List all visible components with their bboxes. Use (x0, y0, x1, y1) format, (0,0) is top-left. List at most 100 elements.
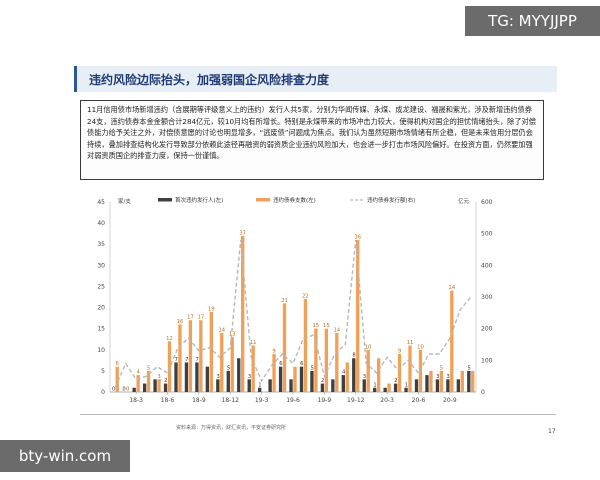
x-tick-label: 20-9 (443, 397, 457, 404)
bar-issuers (299, 366, 304, 392)
bar-issuers (425, 375, 429, 392)
y-left-tick-label: 40 (97, 220, 105, 227)
data-label-bonds: 16 (177, 319, 184, 325)
bar-bonds (167, 341, 172, 392)
bar-bonds (282, 303, 287, 392)
bar-issuers (247, 379, 251, 392)
source-note: 资料来源：万得资讯，财汇资讯，平安证券研究所 (176, 425, 287, 431)
data-label-bonds: 4 (136, 370, 140, 376)
data-label-issuers: 3 (248, 374, 251, 380)
section-title: 违约风险边际抬头，加强弱国企风险排查力度 (89, 73, 330, 87)
bar-issuers (237, 358, 241, 392)
data-label-issuers: 3 (447, 374, 450, 380)
data-label-issuers: 6 (300, 361, 303, 367)
data-label-issuers: 5 (227, 365, 230, 371)
y-left-unit: 家/支 (118, 197, 131, 205)
bar-issuers (456, 379, 461, 392)
bar-issuers (373, 387, 377, 392)
bar-bonds (376, 358, 381, 392)
data-label-bonds: 19 (208, 306, 215, 312)
data-label-issuers: 7 (175, 357, 178, 363)
bar-issuers (341, 375, 345, 392)
data-label-bonds: 9 (398, 349, 401, 355)
bar-bonds (303, 299, 308, 392)
bar-issuers (216, 379, 220, 392)
y-right-tick-label: 400 (481, 262, 493, 269)
bar-bonds (345, 362, 349, 392)
y-left-tick-label: 30 (97, 262, 105, 269)
data-label-issuers: 5 (467, 365, 470, 371)
x-tick-label: 20-6 (412, 397, 426, 404)
bar-issuers (174, 362, 178, 392)
y-right-tick-label: 0 (481, 389, 485, 396)
bar-bonds (178, 324, 182, 392)
data-label-issuers: 2 (321, 378, 324, 384)
data-label-bonds: 3 (157, 374, 160, 380)
bar-bonds (314, 328, 318, 392)
legend-label-amount: 违约债券发行额(右) (367, 196, 415, 204)
bar-issuers (435, 379, 440, 392)
bar-issuers (205, 366, 210, 392)
bar-issuers (362, 379, 366, 392)
bar-bonds (272, 354, 276, 392)
y-right-tick-label: 200 (481, 326, 493, 333)
y-right-tick-label: 100 (481, 357, 493, 364)
bar-bonds (146, 370, 151, 392)
bar-bonds (241, 235, 245, 392)
data-label-bonds: 10 (417, 344, 424, 350)
bar-bonds (460, 370, 464, 392)
x-tick-label: 19-12 (347, 397, 365, 404)
bar-bonds (418, 349, 423, 392)
data-label-bonds: 17 (187, 315, 194, 321)
data-label-issuers: 3 (216, 374, 219, 380)
data-label-issuers: 3 (436, 374, 439, 380)
data-label-issuers: 6 (279, 361, 282, 367)
y-left-tick-label: 35 (97, 241, 105, 248)
data-label-issuers: 2 (164, 378, 167, 384)
bar-issuers (163, 383, 168, 392)
bar-bonds (335, 332, 339, 392)
x-tick-label: 18-9 (192, 397, 206, 404)
bar-bonds (366, 349, 370, 392)
data-label-bonds: 12 (166, 336, 173, 342)
bar-issuers (352, 358, 356, 392)
bar-bonds (324, 328, 329, 392)
data-label-bonds: 11 (250, 340, 257, 346)
bar-issuers (132, 387, 136, 392)
bar-issuers (383, 387, 387, 392)
x-tick-label: 18-3 (129, 397, 143, 404)
data-label-issuers: 3 (363, 374, 366, 380)
bar-issuers (257, 387, 262, 392)
bar-bonds (408, 345, 412, 392)
data-label-issuers: 8 (352, 353, 355, 359)
y-left-tick-label: 45 (97, 199, 105, 206)
default-events-chart: 0510152025303540450100200300400500600家/支… (97, 196, 493, 404)
x-tick-label: 20-3 (380, 397, 394, 404)
data-label-issuers: 1 (405, 382, 408, 388)
bar-bonds (397, 354, 402, 392)
bar-issuers (184, 362, 189, 392)
bar-bonds (439, 370, 444, 392)
bar-issuers (404, 387, 408, 392)
y-left-tick-label: 0 (101, 389, 105, 396)
data-label-issuers: 2 (394, 378, 397, 384)
data-label-bonds: 14 (333, 327, 340, 333)
data-label-bonds: 5 (440, 365, 443, 371)
bar-bonds (251, 345, 255, 392)
y-left-tick-label: 10 (97, 347, 105, 354)
bar-issuers (320, 383, 325, 392)
y-left-tick-label: 25 (97, 283, 105, 290)
bar-bonds (199, 320, 203, 392)
bar-issuers (289, 379, 293, 392)
data-label-bonds: 36 (354, 235, 361, 241)
data-label-bonds: 24 (449, 285, 456, 291)
data-label-bonds: 6 (116, 361, 119, 367)
bar-issuers (142, 383, 147, 392)
bar-issuers (331, 379, 335, 392)
bar-issuers (414, 379, 419, 392)
y-right-tick-label: 300 (481, 294, 493, 301)
data-label-bonds: 10 (365, 344, 372, 350)
bar-issuers (153, 379, 157, 392)
legend-swatch-bonds (256, 198, 270, 202)
page-number: 17 (548, 428, 556, 435)
